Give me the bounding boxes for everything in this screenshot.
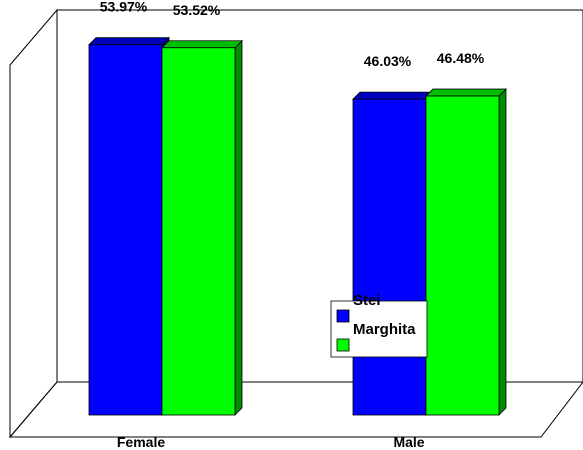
legend: Stei Marghita (330, 292, 428, 358)
bar-stei-male (352, 91, 434, 416)
value-labels-group: 53.97% 53.52% 46.03% 46.48% (100, 0, 485, 69)
category-label-male: Male (393, 434, 424, 450)
bar-front (161, 47, 236, 416)
bar-front (88, 44, 163, 416)
bar-side (234, 39, 243, 416)
legend-swatch (336, 338, 350, 352)
value-label-stei-male: 46.03% (364, 53, 412, 69)
legend-item-marghita: Marghita (336, 321, 416, 352)
bar-marghita-male (425, 88, 507, 416)
legend-item-stei: Stei (336, 292, 381, 323)
legend-label: Marghita (353, 321, 416, 338)
bar-side (498, 88, 507, 416)
category-label-female: Female (117, 434, 165, 450)
bar-stei-female (88, 36, 170, 416)
bar-front (425, 95, 500, 416)
bar-top (88, 37, 170, 46)
floor (8, 381, 583, 438)
bar-top (352, 91, 434, 100)
bars-group (88, 36, 507, 416)
bar-top (161, 40, 243, 49)
value-label-marghita-female: 53.52% (173, 2, 221, 18)
value-label-marghita-male: 46.48% (437, 50, 485, 66)
bar-marghita-female (161, 39, 243, 416)
bar-top (425, 88, 507, 97)
legend-swatch (336, 309, 350, 323)
value-label-stei-female: 53.97% (100, 0, 148, 15)
chart-frame (8, 8, 583, 439)
legend-label: Stei (353, 292, 381, 309)
category-labels-group: Female Male (117, 434, 425, 450)
left-wall (9, 8, 58, 439)
bar-front (352, 98, 427, 416)
